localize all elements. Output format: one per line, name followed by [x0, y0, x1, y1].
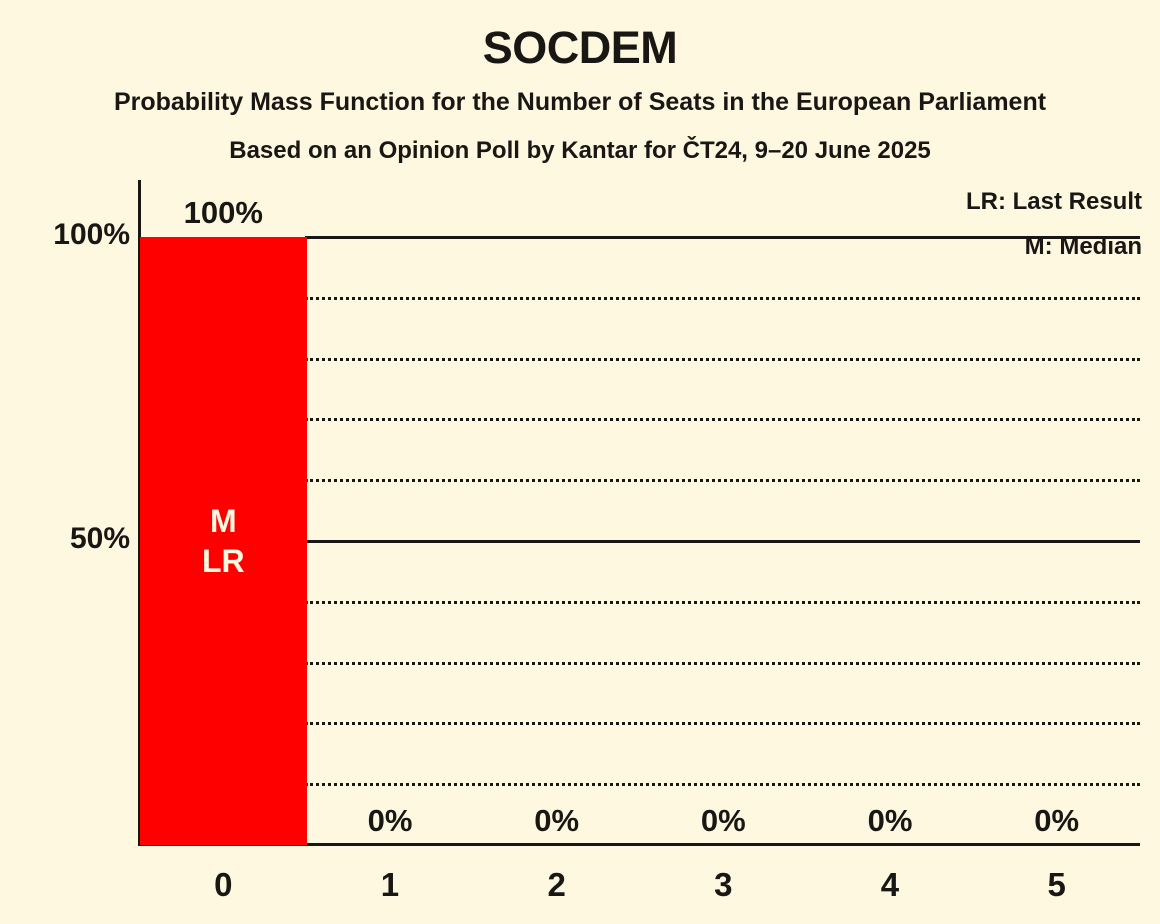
gridline-50 — [305, 540, 1140, 543]
chart-subtitle: Probability Mass Function for the Number… — [113, 88, 1047, 116]
y-axis-line — [138, 180, 141, 846]
bar-value-label-4: 0% — [867, 803, 913, 838]
bar-marker-m: M — [210, 503, 237, 539]
bar-value-label-0: 100% — [183, 195, 263, 230]
bar-value-label-3: 0% — [700, 803, 746, 838]
x-axis-line — [138, 843, 1140, 846]
gridline-60 — [305, 479, 1140, 483]
x-tick-label-1: 1 — [380, 866, 400, 903]
gridline-80 — [305, 357, 1140, 361]
gridline-30 — [305, 661, 1140, 665]
gridline-100 — [305, 236, 1140, 239]
y-tick-label: 100% — [53, 218, 130, 251]
gridline-40 — [305, 600, 1140, 604]
x-tick-label-2: 2 — [547, 866, 566, 903]
bar-value-label-5: 0% — [1034, 803, 1080, 838]
gridline-90 — [305, 296, 1140, 300]
gridline-10 — [305, 783, 1140, 787]
legend-item-last-result: LR: Last Result — [965, 188, 1142, 215]
bar-0: M LR — [140, 237, 307, 845]
bar-marker-labels: M LR — [140, 501, 307, 581]
bar-marker-lr: LR — [202, 543, 245, 579]
legend-item-median: M: Median — [1024, 233, 1142, 260]
gridline-70 — [305, 418, 1140, 422]
x-tick-label-3: 3 — [714, 866, 733, 903]
y-tick-label: 50% — [69, 522, 130, 555]
x-tick-label-4: 4 — [880, 866, 900, 903]
chart-source-subtitle: Based on an Opinion Poll by Kantar for Č… — [229, 137, 931, 164]
x-tick-label-5: 5 — [1047, 866, 1066, 903]
gridline-20 — [305, 722, 1140, 726]
bar-value-label-1: 0% — [367, 803, 413, 838]
x-tick-label-0: 0 — [214, 866, 233, 903]
page-title: SOCDEM — [482, 22, 678, 73]
bar-value-label-2: 0% — [534, 803, 580, 838]
